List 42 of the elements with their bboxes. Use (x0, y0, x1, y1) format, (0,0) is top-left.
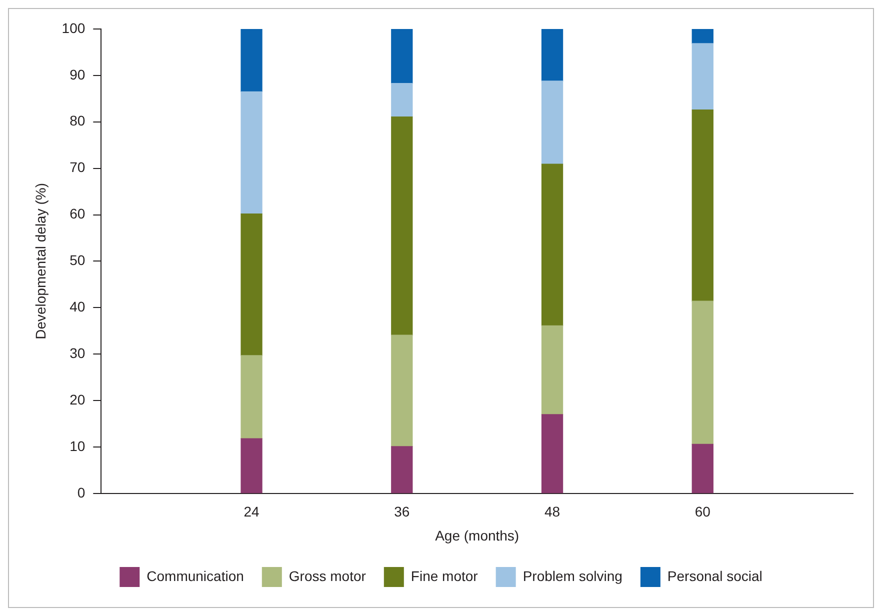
y-tick-label: 50 (70, 252, 86, 268)
y-tick-label: 40 (70, 298, 86, 314)
legend-label: Communication (146, 568, 244, 584)
x-tick-label: 24 (244, 504, 260, 520)
bar (240, 91, 262, 214)
bar (541, 164, 564, 326)
y-tick-label: 80 (70, 112, 86, 129)
y-axis-title: Developmental delay (%) (32, 182, 48, 340)
bar (692, 43, 714, 110)
bar (391, 334, 413, 447)
bar (541, 414, 564, 494)
y-tick-label: 70 (70, 159, 86, 176)
y-tick-label: 100 (62, 20, 86, 36)
y-tick-label: 90 (70, 66, 86, 82)
y-tick-label: 10 (70, 438, 86, 454)
bar (391, 83, 413, 118)
legend-label: Personal social (667, 568, 762, 584)
bar (391, 116, 413, 336)
x-tick-label: 48 (544, 504, 560, 520)
y-tick-label: 60 (70, 206, 86, 222)
x-tick-label: 60 (694, 504, 711, 520)
bar (240, 29, 262, 92)
legend-label: Fine motor (410, 568, 478, 584)
bar (240, 214, 262, 356)
bar (240, 355, 262, 439)
bar (391, 446, 413, 494)
bar (240, 438, 262, 494)
bar (541, 325, 564, 415)
y-tick-label: 0 (77, 484, 86, 500)
x-tick-label: 36 (394, 504, 410, 520)
bar (692, 444, 714, 494)
y-tick-label: 20 (70, 391, 86, 408)
x-axis-title: Age (months) (435, 527, 520, 544)
bar (391, 29, 413, 84)
y-tick-label: 30 (70, 344, 86, 361)
legend-label: Gross motor (288, 568, 366, 584)
bar (541, 29, 564, 82)
bar (541, 80, 564, 164)
bar (692, 29, 714, 44)
bar (692, 109, 714, 302)
legend-label: Problem solving (522, 568, 622, 584)
bar (692, 300, 714, 445)
